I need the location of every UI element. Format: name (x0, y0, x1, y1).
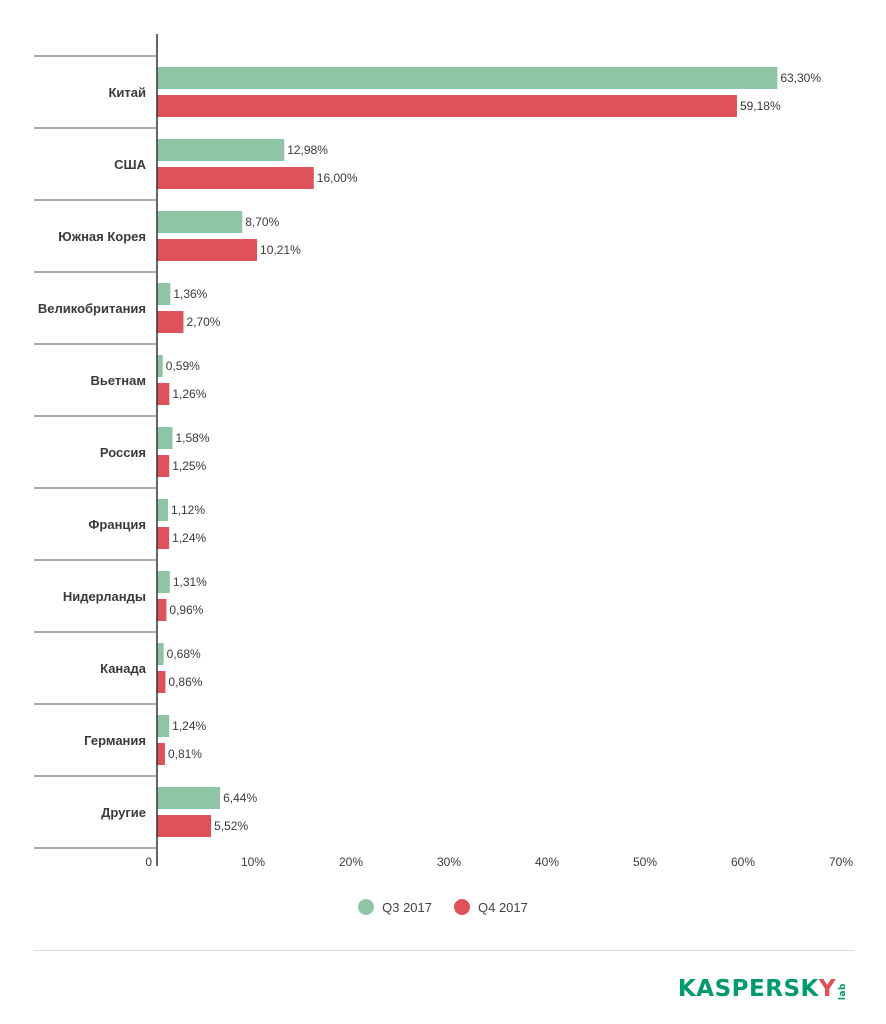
category-label: Вьетнам (90, 373, 146, 388)
legend: Q3 2017 Q4 2017 (0, 894, 886, 920)
logo-lab-tag: lab (838, 982, 848, 1000)
bar-q4[interactable] (157, 167, 314, 189)
bar-q3[interactable] (157, 715, 170, 737)
bar-q4[interactable] (157, 599, 167, 621)
category-label: Другие (101, 805, 146, 820)
category-label: Россия (100, 445, 146, 460)
data-label: 6,44% (223, 791, 257, 805)
bar-q3[interactable] (157, 427, 173, 449)
bar-q3[interactable] (157, 283, 171, 305)
data-label: 2,70% (186, 315, 220, 329)
value-labels: 63,30% 59,18% 12,98% 16,00% 8,70% 10,21% 1,36%… (166, 71, 822, 833)
bar-q3[interactable] (157, 499, 168, 521)
x-tick-label: 40% (535, 855, 559, 869)
data-label: 0,59% (166, 359, 200, 373)
x-tick-label: 50% (633, 855, 657, 869)
data-label: 8,70% (245, 215, 279, 229)
legend-item-q4[interactable]: Q4 2017 (454, 899, 528, 915)
data-label: 0,68% (167, 647, 201, 661)
data-label: 10,21% (260, 243, 301, 257)
bar-q3[interactable] (157, 67, 778, 89)
bar-q4[interactable] (157, 239, 258, 261)
category-label: Южная Корея (58, 229, 146, 244)
legend-swatch-q3 (358, 899, 375, 915)
bar-q3[interactable] (157, 571, 170, 593)
bar-q3[interactable] (157, 139, 285, 161)
legend-label-q3: Q3 2017 (382, 899, 432, 915)
category-label: Германия (84, 733, 146, 748)
data-label: 1,31% (173, 575, 207, 589)
x-tick-label: 10% (241, 855, 265, 869)
data-label: 0,96% (169, 603, 203, 617)
bar-chart: Китай США Южная Корея Великобритания Вьетнам… (34, 34, 853, 869)
legend-swatch-q4 (454, 899, 470, 915)
bar-q4[interactable] (157, 743, 165, 765)
bar-q4[interactable] (157, 527, 170, 549)
data-label: 0,86% (168, 675, 202, 689)
data-label: 0,81% (168, 747, 202, 761)
data-label: 16,00% (317, 171, 358, 185)
data-label: 1,58% (175, 431, 209, 445)
legend-item-q3[interactable]: Q3 2017 (358, 899, 432, 915)
bars-group (157, 67, 778, 837)
data-label: 1,24% (172, 531, 206, 545)
category-label: Китай (108, 85, 146, 100)
data-label: 1,26% (172, 387, 206, 401)
bar-q4[interactable] (157, 383, 170, 405)
category-label: Нидерланды (63, 589, 146, 604)
x-tick-label: 70% (829, 855, 853, 869)
category-label: Канада (100, 661, 147, 676)
bar-q3[interactable] (157, 355, 163, 377)
category-separators (34, 55, 157, 849)
bar-q4[interactable] (157, 95, 737, 117)
bar-q4[interactable] (157, 815, 212, 837)
bar-q4[interactable] (157, 671, 166, 693)
data-label: 1,12% (171, 503, 205, 517)
bar-q3[interactable] (157, 211, 243, 233)
data-label: 12,98% (287, 143, 328, 157)
logo-wordmark: KASPERSKY (677, 976, 836, 1002)
data-label: 1,25% (172, 459, 206, 473)
x-tick-label: 20% (339, 855, 363, 869)
x-axis-ticks: 0 10% 20% 30% 40% 50% 60% 70% (145, 855, 853, 869)
data-label: 59,18% (740, 99, 781, 113)
bar-q3[interactable] (157, 787, 221, 809)
bar-q3[interactable] (157, 643, 164, 665)
data-label: 1,36% (173, 287, 207, 301)
legend-label-q4: Q4 2017 (478, 899, 528, 915)
x-tick-label: 60% (731, 855, 755, 869)
category-label: США (114, 157, 146, 172)
bar-q4[interactable] (157, 455, 170, 477)
category-label: Франция (88, 517, 146, 532)
kaspersky-logo: KASPERSKY lab (678, 972, 848, 1002)
x-tick-label: 0 (145, 855, 152, 869)
category-label: Великобритания (38, 301, 146, 316)
data-label: 1,24% (172, 719, 206, 733)
footer-divider (34, 950, 854, 951)
x-tick-label: 30% (437, 855, 461, 869)
data-label: 63,30% (780, 71, 821, 85)
bar-q4[interactable] (157, 311, 184, 333)
data-label: 5,52% (214, 819, 248, 833)
category-labels: Китай США Южная Корея Великобритания Вьетнам… (38, 85, 147, 820)
